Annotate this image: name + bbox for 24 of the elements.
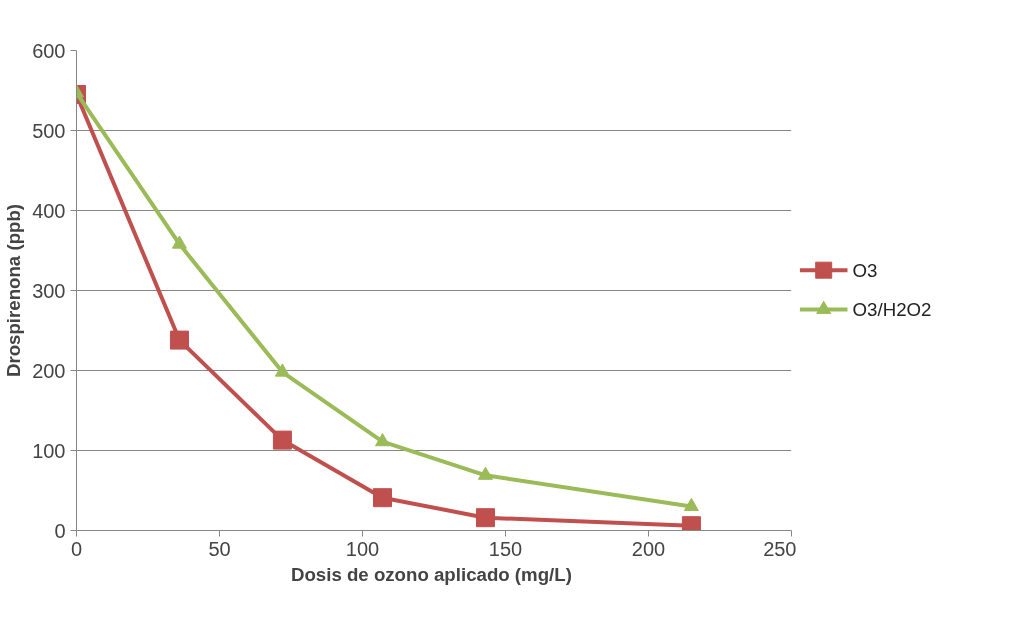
point <box>274 363 290 377</box>
point <box>477 466 493 480</box>
point <box>169 330 189 350</box>
y-tick-label: 400 <box>32 199 66 222</box>
x-tick-label: 50 <box>208 537 231 560</box>
x-tick-label: 0 <box>70 537 83 560</box>
x-tick-label: 150 <box>488 537 523 560</box>
legend-label: O3/H2O2 <box>852 298 932 320</box>
x-tick-label: 200 <box>631 537 666 560</box>
x-axis-title: Dosis de ozono aplicado (mg/L) <box>290 563 572 585</box>
point <box>375 433 391 447</box>
legend-label: O3 <box>852 259 878 281</box>
y-tick-label: 200 <box>32 359 66 382</box>
y-axis-title: Drospirenona (ppb) <box>3 203 25 378</box>
point <box>171 235 187 249</box>
y-tick-label: 300 <box>32 279 66 302</box>
point <box>272 430 292 450</box>
y-tick-label: 600 <box>32 39 66 62</box>
x-tick-label: 100 <box>345 537 380 560</box>
x-tick-label: 250 <box>763 537 797 560</box>
y-tick-label: 100 <box>32 439 66 462</box>
point <box>683 497 699 512</box>
y-tick-label: 0 <box>54 519 66 542</box>
y-tick-label: 500 <box>32 119 66 142</box>
